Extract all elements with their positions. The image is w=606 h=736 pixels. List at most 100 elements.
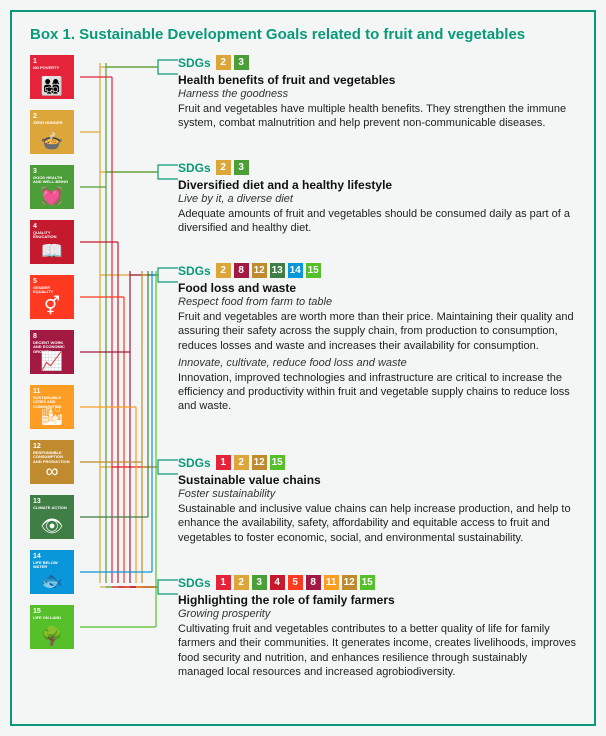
sdg-icon-3: 3GOOD HEALTH AND WELL-BEING 💓	[30, 165, 74, 209]
sections-column: SDGs23Health benefits of fruit and veget…	[178, 55, 576, 713]
sdg-chip-row: SDGs23	[178, 160, 576, 175]
sdg-chip-15: 15	[270, 455, 285, 470]
connector-column	[80, 55, 178, 713]
sdg-prefix: SDGs	[178, 456, 211, 470]
section-title: Sustainable value chains	[178, 473, 576, 487]
sdg-icon-column: 1NO POVERTY 👨‍👩‍👧‍👦 2ZERO HUNGER 🍲 3GOOD HEA…	[30, 55, 80, 713]
sdg-icon-14: 14LIFE BELOW WATER 🐟	[30, 550, 74, 594]
sdg-chip-row: SDGs 23	[178, 55, 576, 70]
section-body: Adequate amounts of fruit and vegetables…	[178, 207, 576, 236]
sdg-icon-4: 4QUALITY EDUCATION 📖	[30, 220, 74, 264]
sdg-chip-3: 3	[234, 160, 249, 175]
sdg-glyph-icon: 👁	[41, 517, 64, 535]
section-tagline: Live by it, a diverse diet	[178, 193, 576, 205]
sdg-prefix: SDGs	[178, 161, 211, 175]
section-tagline: Foster sustainability	[178, 488, 576, 500]
sdg-label: NO POVERTY	[33, 66, 59, 70]
sdg-chip-row: SDGs123458111215	[178, 575, 576, 590]
section-2: SDGs2812131415Food loss and wasteRespect…	[178, 263, 576, 414]
section-body: Cultivating fruit and vegetables contrib…	[178, 622, 576, 679]
sdg-glyph-icon: 🏙	[41, 407, 64, 425]
section-1: SDGs23Diversified diet and a healthy lif…	[178, 160, 576, 236]
sdg-glyph-icon: 🍲	[41, 132, 63, 150]
sdg-prefix: SDGs	[178, 576, 211, 590]
sdg-chip-1: 1	[216, 455, 231, 470]
sdg-chip-15: 15	[306, 263, 321, 278]
sdg-glyph-icon: 👨‍👩‍👧‍👦	[41, 77, 63, 95]
sdg-chip-1: 1	[216, 575, 231, 590]
sdg-label: LIFE BELOW WATER	[33, 561, 71, 570]
sdg-chip-11: 11	[324, 575, 339, 590]
sdg-label: ZERO HUNGER	[33, 121, 63, 125]
sdg-label: CLIMATE ACTION	[33, 506, 67, 510]
sdg-chip-8: 8	[234, 263, 249, 278]
sdg-chip-4: 4	[270, 575, 285, 590]
sdg-chip-15: 15	[360, 575, 375, 590]
sdg-icon-8: 8DECENT WORK AND ECONOMIC GROWTH📈	[30, 330, 74, 374]
section-body: Fruit and vegetables have multiple healt…	[178, 102, 576, 131]
sdg-icon-11: 11SUSTAINABLE CITIES AND COMMUNITIES🏙	[30, 385, 74, 429]
sdg-glyph-icon: 📖	[41, 242, 63, 260]
box-title: Box 1. Sustainable Development Goals rel…	[30, 26, 576, 43]
connector-lines	[80, 55, 178, 715]
sdg-glyph-icon: 💓	[41, 187, 63, 205]
sdg-number: 13	[33, 498, 41, 505]
section-tagline-2: Innovate, cultivate, reduce food loss an…	[178, 357, 576, 369]
sdg-prefix: SDGs	[178, 56, 211, 70]
sdg-glyph-icon: 🌳	[41, 627, 63, 645]
sdg-glyph-icon: ∞	[46, 462, 59, 480]
section-tagline: Growing prosperity	[178, 608, 576, 620]
sdg-icon-1: 1NO POVERTY 👨‍👩‍👧‍👦	[30, 55, 74, 99]
sdg-glyph-icon: ⚥	[44, 297, 60, 315]
content-area: 1NO POVERTY👨‍👩‍👧‍👦2ZERO HUNGER🍲3GOOD HEA…	[30, 55, 576, 713]
sdg-chip-row: SDGs 2812131415	[178, 263, 576, 278]
sdg-label: LIFE ON LAND	[33, 616, 61, 620]
section-3: SDGs121215Sustainable value chainsFoster…	[178, 455, 576, 545]
sdg-icon-12: 12RESPONSIBLE CONSUMPTION AND PRODUCTION…	[30, 440, 74, 484]
sdg-label: GOOD HEALTH AND WELL-BEING	[33, 176, 71, 185]
box-frame: Box 1. Sustainable Development Goals rel…	[10, 10, 596, 726]
section-body: Fruit and vegetables are worth more than…	[178, 310, 576, 353]
sdg-chip-12: 12	[252, 263, 267, 278]
sdg-chip-row: SDGs121215	[178, 455, 576, 470]
sdg-number: 12	[33, 443, 41, 450]
sdg-icon-2: 2ZERO HUNGER 🍲	[30, 110, 74, 154]
sdg-number: 4	[33, 223, 37, 230]
sdg-chip-14: 14	[288, 263, 303, 278]
section-body-2: Innovation, improved technologies and in…	[178, 371, 576, 414]
sdg-chip-8: 8	[306, 575, 321, 590]
sdg-chip-2: 2	[234, 575, 249, 590]
sdg-number: 15	[33, 608, 41, 615]
sdg-number: 1	[33, 58, 37, 65]
section-tagline: Harness the goodness	[178, 88, 576, 100]
sdg-chip-3: 3	[234, 55, 249, 70]
sdg-chip-12: 12	[342, 575, 357, 590]
sdg-chip-13: 13	[270, 263, 285, 278]
sdg-chip-2: 2	[216, 55, 231, 70]
section-tagline: Respect food from farm to table	[178, 296, 576, 308]
sdg-icon-5: 5GENDER EQUALITY ⚥	[30, 275, 74, 319]
sdg-glyph-icon: 📈	[41, 352, 63, 370]
section-body: Sustainable and inclusive value chains c…	[178, 502, 576, 545]
section-title: Highlighting the role of family farmers	[178, 593, 576, 607]
section-4: SDGs123458111215Highlighting the role of…	[178, 575, 576, 679]
sdg-prefix: SDGs	[178, 264, 211, 278]
sdg-icon-15: 15LIFE ON LAND 🌳	[30, 605, 74, 649]
section-title: Health benefits of fruit and vegetables	[178, 73, 576, 87]
sdg-label: QUALITY EDUCATION	[33, 231, 71, 240]
sdg-number: 11	[33, 388, 40, 395]
sdg-chip-5: 5	[288, 575, 303, 590]
sdg-number: 14	[33, 553, 41, 560]
sdg-label: GENDER EQUALITY	[33, 286, 71, 295]
sdg-chip-3: 3	[252, 575, 267, 590]
sdg-chip-12: 12	[252, 455, 267, 470]
sdg-icon-13: 13CLIMATE ACTION 👁	[30, 495, 74, 539]
sdg-number: 8	[33, 333, 37, 340]
sdg-chip-2: 2	[234, 455, 249, 470]
sdg-chip-2: 2	[216, 263, 231, 278]
sdg-number: 3	[33, 168, 37, 175]
sdg-glyph-icon: 🐟	[41, 572, 63, 590]
section-0: SDGs 23 Health benefits of fruit and veget…	[178, 55, 576, 131]
sdg-number: 5	[33, 278, 37, 285]
sdg-number: 2	[33, 113, 37, 120]
